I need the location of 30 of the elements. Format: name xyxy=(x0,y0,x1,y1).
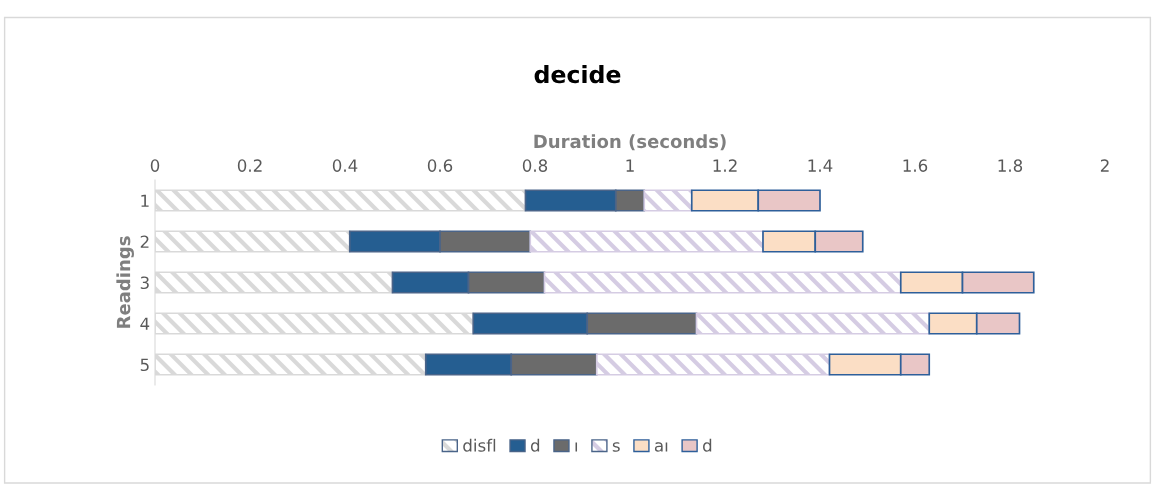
x-tick-label: 2 xyxy=(1100,159,1109,172)
bar xyxy=(695,312,931,335)
x-axis-title: Duration (seconds) xyxy=(534,134,726,151)
y-tick-label: 3 xyxy=(140,276,149,290)
x-tick-label: 1.4 xyxy=(808,159,833,172)
y-tick-label: 5 xyxy=(140,358,149,372)
chart-title: decide xyxy=(534,65,621,84)
y-tick-label: 4 xyxy=(140,317,150,330)
bar xyxy=(543,271,902,294)
y-axis-title: Readings xyxy=(116,236,134,328)
bar xyxy=(595,353,831,376)
legend-label: d xyxy=(703,438,712,452)
y-tick-label: 2 xyxy=(140,235,149,248)
x-tick-label: 1.2 xyxy=(713,159,737,172)
y-tick-label: 1 xyxy=(141,194,149,207)
x-tick-label: 0.8 xyxy=(522,159,548,172)
legend-label: d xyxy=(530,438,540,452)
legend-label: aı xyxy=(654,442,668,452)
x-tick-label: 0.2 xyxy=(237,159,262,172)
legend-label: disfl xyxy=(463,438,496,452)
legend-label: ı xyxy=(575,442,578,452)
bar xyxy=(643,189,693,212)
x-tick-label: 1.8 xyxy=(998,159,1023,172)
x-tick-label: 1 xyxy=(626,159,634,172)
x-tick-label: 0.6 xyxy=(427,159,453,172)
bar xyxy=(529,230,764,253)
x-tick-label: 0.4 xyxy=(332,159,358,172)
x-tick-label: 1.6 xyxy=(903,159,928,172)
legend-label: s xyxy=(612,442,620,452)
x-tick-label: 0 xyxy=(150,159,160,172)
